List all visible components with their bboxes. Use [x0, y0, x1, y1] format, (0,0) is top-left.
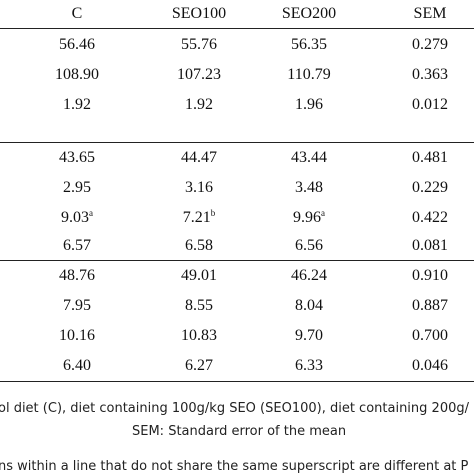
cell-seo200: 6.33: [295, 357, 323, 374]
footnote-superscripts: ns within a line that do not share the s…: [0, 459, 469, 474]
cell-seo100: 3.16: [185, 179, 213, 196]
table-row: 6.57 6.58 6.56 0.081: [0, 232, 474, 260]
cell-sem: 0.422: [412, 209, 448, 226]
section-rule: [0, 260, 474, 261]
cell-c: 9.03a: [22, 204, 132, 232]
cell-sem: 0.046: [412, 357, 448, 374]
cell-seo100: 1.92: [185, 96, 213, 113]
cell-c: 1.92: [63, 96, 91, 113]
header-rule: [0, 28, 474, 29]
table-row: 56.46 55.76 56.35 0.279: [0, 31, 474, 59]
table-row: 1.92 1.92 1.96 0.012: [0, 91, 474, 119]
cell-value: 9.96: [293, 209, 321, 226]
cell-seo100: 44.47: [181, 149, 217, 166]
cell-c: 2.95: [63, 179, 91, 196]
cell-seo200: 110.79: [287, 66, 331, 83]
cell-c: 56.46: [59, 36, 95, 53]
cell-sem: 0.279: [412, 36, 448, 53]
header-sem: SEM: [413, 5, 447, 22]
cell-sem: 0.363: [412, 66, 448, 83]
table-row: 7.95 8.55 8.04 0.887: [0, 292, 474, 320]
superscript-letter: a: [89, 208, 93, 218]
cell-seo100: 107.23: [177, 66, 221, 83]
cell-value: 9.03: [61, 209, 89, 226]
cell-c: 10.16: [59, 327, 95, 344]
cell-sem: 0.700: [412, 327, 448, 344]
cell-seo200: 3.48: [295, 179, 323, 196]
table-row: 43.65 44.47 43.44 0.481: [0, 144, 474, 172]
cell-seo100: 6.27: [185, 357, 213, 374]
cell-c: 108.90: [55, 66, 99, 83]
header-seo100: SEO100: [171, 5, 227, 22]
cell-sem: 0.887: [412, 297, 448, 314]
section-rule: [0, 142, 474, 143]
cell-value: 7.21: [182, 209, 211, 226]
table-row: 6.40 6.27 6.33 0.046: [0, 352, 474, 380]
table-row: 10.16 10.83 9.70 0.700: [0, 322, 474, 350]
footnote-diets: ol diet (C), diet containing 100g/kg SEO…: [0, 401, 469, 416]
cell-seo200: 43.44: [291, 149, 327, 166]
cell-seo100: 55.76: [181, 36, 217, 53]
footnote-sem: SEM: Standard error of the mean: [132, 424, 347, 439]
superscript-letter: b: [210, 208, 216, 218]
cell-seo200: 8.04: [295, 297, 323, 314]
cell-seo100: 10.83: [181, 327, 217, 344]
cell-seo100: 6.58: [185, 237, 213, 254]
cell-seo100: 7.21b: [144, 204, 254, 232]
cell-sem: 0.229: [412, 179, 448, 196]
cell-seo100: 8.55: [185, 297, 213, 314]
table-row: 9.03a 7.21b 9.96a 0.422: [0, 204, 474, 232]
cell-seo200: 56.35: [291, 36, 327, 53]
cell-sem: 0.012: [412, 96, 448, 113]
cell-c: 6.40: [63, 357, 91, 374]
cell-sem: 0.481: [412, 149, 448, 166]
cell-seo200: 9.70: [295, 327, 323, 344]
cell-c: 48.76: [59, 267, 95, 284]
table-bottom-rule: [0, 381, 474, 382]
cell-seo200: 6.56: [295, 237, 323, 254]
table-row: 48.76 49.01 46.24 0.910: [0, 262, 474, 290]
table-row: 108.90 107.23 110.79 0.363: [0, 61, 474, 89]
cell-c: 6.57: [63, 237, 91, 254]
table-row: 2.95 3.16 3.48 0.229: [0, 174, 474, 202]
cell-c: 43.65: [59, 149, 95, 166]
table-header-row: C SEO100 SEO200 SEM: [0, 0, 474, 28]
cell-seo200: 9.96a: [254, 204, 364, 232]
cell-seo200: 1.96: [295, 96, 323, 113]
cell-seo200: 46.24: [291, 267, 327, 284]
header-seo200: SEO200: [281, 5, 337, 22]
cell-sem: 0.081: [412, 237, 448, 254]
cell-seo100: 49.01: [181, 267, 217, 284]
cell-sem: 0.910: [412, 267, 448, 284]
header-c: C: [71, 5, 83, 22]
superscript-letter: a: [321, 208, 325, 218]
cell-c: 7.95: [63, 297, 91, 314]
